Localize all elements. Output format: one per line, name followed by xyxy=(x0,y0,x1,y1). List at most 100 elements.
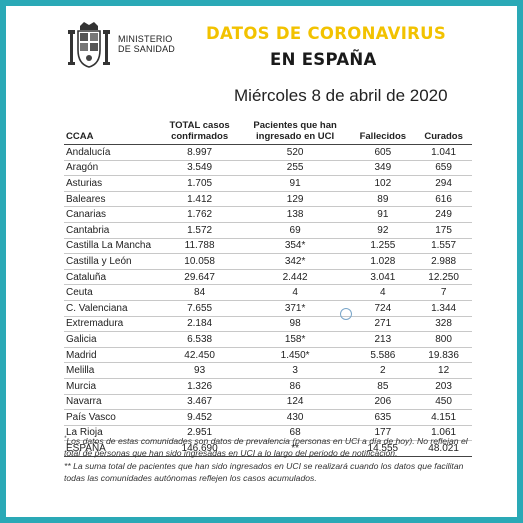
cell-ccaa: C. Valenciana xyxy=(64,300,160,317)
table-row: Cantabria 1.572 69 92 175 xyxy=(64,222,472,239)
cell-ccaa: Cantabria xyxy=(64,222,160,239)
cell-total: 9.452 xyxy=(159,409,240,426)
header-fallecidos: Fallecidos xyxy=(350,120,416,145)
cell-uci: 255 xyxy=(239,160,351,177)
cell-total: 2.184 xyxy=(159,316,240,333)
table-row: Cataluña 29.647 2.442 3.041 12.250 xyxy=(64,269,472,286)
cell-uci: 354* xyxy=(239,238,351,255)
cell-uci: 129 xyxy=(239,191,351,208)
cell-total: 11.788 xyxy=(159,238,240,255)
cell-total: 3.549 xyxy=(159,160,240,177)
cell-uci: 124 xyxy=(239,394,351,411)
cell-curados: 1.344 xyxy=(415,300,472,317)
header-total: TOTAL casos confirmados xyxy=(159,120,240,145)
coat-of-arms-icon xyxy=(68,22,110,68)
header-ccaa: CCAA xyxy=(64,120,160,145)
cell-total: 7.655 xyxy=(159,300,240,317)
cell-ccaa: Castilla La Mancha xyxy=(64,238,160,255)
cell-fallecidos: 4 xyxy=(350,284,416,301)
total-cell-fallecidos: 14.555 xyxy=(350,440,416,457)
cell-total: 1.326 xyxy=(159,378,240,395)
cell-ccaa: Canarias xyxy=(64,206,160,223)
cell-total: 10.058 xyxy=(159,253,240,270)
table-row: País Vasco 9.452 430 635 4.151 xyxy=(64,409,472,426)
total-cell-uci: ** xyxy=(239,440,351,457)
title-line2: EN ESPAÑA xyxy=(270,50,377,69)
footnote-1-text: Los datos de estas comunidades son datos… xyxy=(64,435,468,459)
cell-ccaa: País Vasco xyxy=(64,409,160,426)
cell-ccaa: Galicia xyxy=(64,331,160,348)
cell-curados: 12.250 xyxy=(415,269,472,286)
cell-ccaa: Murcia xyxy=(64,378,160,395)
cell-ccaa: Extremadura xyxy=(64,316,160,333)
total-cell-curados: 48.021 xyxy=(415,440,472,457)
cell-fallecidos: 605 xyxy=(350,144,416,161)
cell-curados: 19.836 xyxy=(415,347,472,364)
table-row: Madrid 42.450 1.450* 5.586 19.836 xyxy=(64,347,472,364)
cell-ccaa: Castilla y León xyxy=(64,253,160,270)
cell-fallecidos: 92 xyxy=(350,222,416,239)
table-row: La Rioja 2.951 68 177 1.061 xyxy=(64,425,472,442)
watermark-icon xyxy=(340,308,352,320)
table-body: Andalucía 8.997 520 605 1.041 Aragón 3.549 255 3… xyxy=(64,144,472,457)
cell-fallecidos: 1.255 xyxy=(350,238,416,255)
table-total-row: ESPAÑA 146.690 ** 14.555 48.021 xyxy=(64,440,472,457)
cell-total: 84 xyxy=(159,284,240,301)
cell-fallecidos: 5.586 xyxy=(350,347,416,364)
cell-curados: 175 xyxy=(415,222,472,239)
cell-uci: 1.450* xyxy=(239,347,351,364)
cell-ccaa: Madrid xyxy=(64,347,160,364)
cell-fallecidos: 213 xyxy=(350,331,416,348)
cell-uci: 98 xyxy=(239,316,351,333)
cell-uci: 3 xyxy=(239,362,351,379)
cell-ccaa: Andalucía xyxy=(64,144,160,161)
cell-fallecidos: 3.041 xyxy=(350,269,416,286)
cell-total: 3.467 xyxy=(159,394,240,411)
cell-ccaa: Navarra xyxy=(64,394,160,411)
header-uci: Pacientes que han ingresado en UCI xyxy=(239,120,351,145)
cell-fallecidos: 91 xyxy=(350,206,416,223)
cell-uci: 138 xyxy=(239,206,351,223)
cell-fallecidos: 206 xyxy=(350,394,416,411)
cell-curados: 4.151 xyxy=(415,409,472,426)
cell-ccaa: Baleares xyxy=(64,191,160,208)
cell-ccaa: Cataluña xyxy=(64,269,160,286)
cell-curados: 294 xyxy=(415,175,472,192)
cell-fallecidos: 271 xyxy=(350,316,416,333)
document-frame: MINISTERIO DE SANIDAD DATOS DE CORONAVIR… xyxy=(6,6,517,517)
cell-curados: 1.041 xyxy=(415,144,472,161)
cell-fallecidos: 102 xyxy=(350,175,416,192)
cell-curados: 328 xyxy=(415,316,472,333)
table-row: Castilla La Mancha 11.788 354* 1.255 1.557 xyxy=(64,238,472,255)
cell-curados: 7 xyxy=(415,284,472,301)
cell-uci: 4 xyxy=(239,284,351,301)
footnote-2: ** La suma total de pacientes que han si… xyxy=(64,460,464,484)
table-row: Andalucía 8.997 520 605 1.041 xyxy=(64,144,472,161)
cell-uci: 158* xyxy=(239,331,351,348)
table-row: Ceuta 84 4 4 7 xyxy=(64,284,472,301)
cell-fallecidos: 2 xyxy=(350,362,416,379)
total-cell-total: 146.690 xyxy=(159,440,240,457)
cell-uci: 342* xyxy=(239,253,351,270)
cell-curados: 2.988 xyxy=(415,253,472,270)
footnote-1-marker: * xyxy=(64,436,67,442)
footnote-1: *Los datos de estas comunidades son dato… xyxy=(64,433,474,460)
table-row: C. Valenciana 7.655 371* 724 1.344 xyxy=(64,300,472,317)
total-cell-ccaa: ESPAÑA xyxy=(64,440,160,457)
cell-curados: 616 xyxy=(415,191,472,208)
table-row: Baleares 1.412 129 89 616 xyxy=(64,191,472,208)
cell-curados: 1.557 xyxy=(415,238,472,255)
table-row: Melilla 93 3 2 12 xyxy=(64,362,472,379)
cell-fallecidos: 349 xyxy=(350,160,416,177)
cell-ccaa: Aragón xyxy=(64,160,160,177)
cell-total: 6.538 xyxy=(159,331,240,348)
cell-curados: 12 xyxy=(415,362,472,379)
table-row: Extremadura 2.184 98 271 328 xyxy=(64,316,472,333)
cell-fallecidos: 1.028 xyxy=(350,253,416,270)
cell-curados: 249 xyxy=(415,206,472,223)
cell-ccaa: Asturias xyxy=(64,175,160,192)
cell-fallecidos: 724 xyxy=(350,300,416,317)
header-curados: Curados xyxy=(415,120,472,145)
cell-fallecidos: 89 xyxy=(350,191,416,208)
cell-ccaa: Ceuta xyxy=(64,284,160,301)
